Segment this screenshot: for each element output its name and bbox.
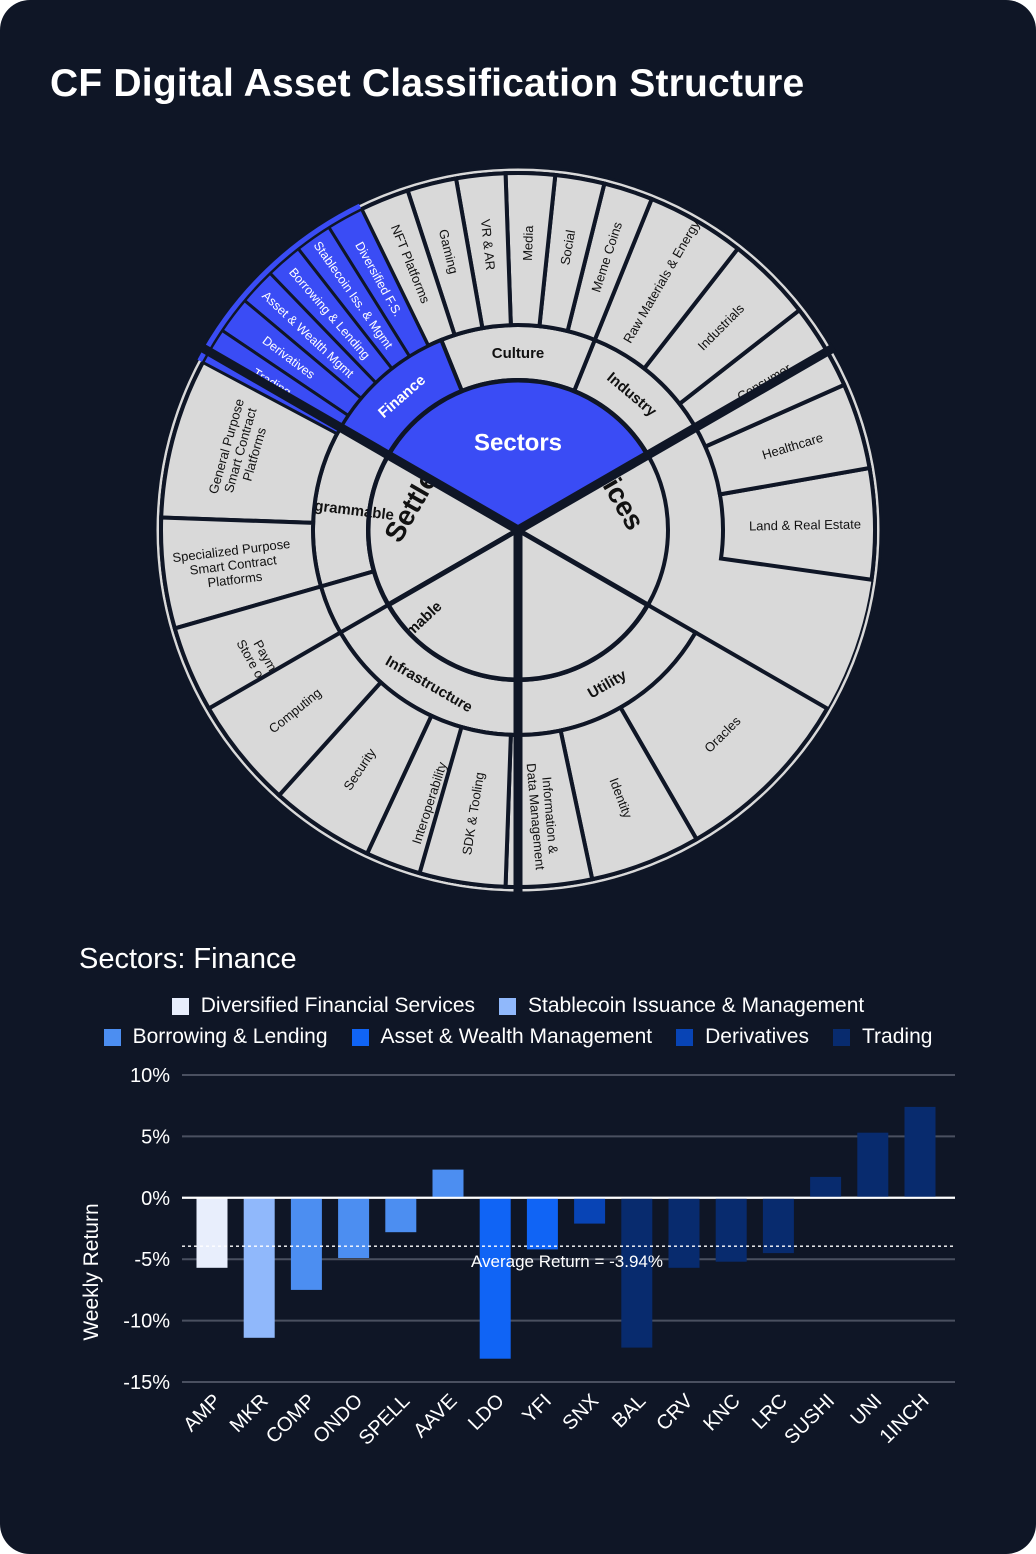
x-tick-label: LDO <box>464 1390 509 1435</box>
classification-wheel: SettlementServicesProgrammableGeneral Pu… <box>153 165 883 895</box>
divider-sectors-services <box>515 343 837 534</box>
subsector-stablecoin-iss-and-mgmt <box>296 225 412 371</box>
main-title: CF Digital Asset Classification Structur… <box>50 62 805 105</box>
legend-item: Asset & Wealth Management <box>351 1025 653 1049</box>
y-tick-label: -10% <box>123 1311 170 1333</box>
subsector-derivatives <box>219 298 364 418</box>
chart-title: Sectors: Finance <box>79 943 297 975</box>
legend-item: Stablecoin Issuance & Management <box>499 994 864 1018</box>
x-tick-label: COMP <box>262 1390 320 1448</box>
subsector-label: Social <box>557 229 578 267</box>
bar-sushi <box>810 1176 842 1198</box>
subsector-gaming <box>405 176 485 338</box>
x-tick-label: YFI <box>518 1390 556 1428</box>
subsector-label: Land & Real Estate <box>749 517 861 534</box>
subsector-oracles <box>617 629 830 842</box>
subsector-diversified-f-s <box>326 207 431 359</box>
x-tick-label: MKR <box>226 1390 273 1437</box>
x-tick-label: AMP <box>179 1390 225 1436</box>
bar-lrc <box>762 1197 794 1254</box>
subsector-vr-and-ar <box>453 171 513 331</box>
legend-row-2: Borrowing & Lending Asset & Wealth Manag… <box>0 1025 1036 1049</box>
subsector-social <box>537 172 607 334</box>
legend-item: Trading <box>833 1025 932 1049</box>
sector-label-culture: Culture <box>492 345 545 362</box>
legend-label: Trading <box>862 1025 933 1048</box>
subsector-meme-coins <box>565 181 655 343</box>
bar-bal <box>621 1197 653 1348</box>
bar-aave <box>432 1169 464 1198</box>
divider-settlement-sectors <box>199 343 521 534</box>
x-tick-label: SPELL <box>355 1390 415 1450</box>
bar-spell <box>385 1197 417 1233</box>
average-label: Average Return = -3.94% <box>471 1252 663 1271</box>
x-tick-label: BAL <box>608 1390 650 1432</box>
subsector-label: Media <box>520 224 536 261</box>
y-tick-label: -15% <box>123 1372 170 1394</box>
subsector-land-and-real-estate <box>717 465 877 582</box>
y-axis-label: Weekly Return <box>80 1203 103 1340</box>
legend-swatch <box>676 1028 694 1046</box>
x-tick-label: 1INCH <box>876 1390 934 1448</box>
legend-swatch <box>833 1028 850 1046</box>
legend-label: Asset & Wealth Management <box>380 1025 653 1048</box>
legend-swatch <box>499 997 517 1015</box>
legend-swatch <box>171 997 189 1015</box>
bar-ondo <box>338 1197 370 1258</box>
subsector-media <box>503 171 558 329</box>
subsector-raw-materials-and-energy <box>592 196 741 372</box>
legend-item: Derivatives <box>676 1025 809 1049</box>
legend-item: Diversified Financial Services <box>171 994 476 1018</box>
bar-yfi <box>526 1197 558 1250</box>
bar-snx <box>574 1197 606 1224</box>
y-tick-label: -5% <box>134 1249 170 1271</box>
legend-label: Borrowing & Lending <box>132 1025 328 1048</box>
x-tick-label: LRC <box>748 1390 792 1434</box>
center-ring <box>366 378 670 682</box>
legend-item: Borrowing & Lending <box>103 1025 328 1049</box>
bar-comp <box>290 1197 322 1290</box>
x-tick-label: ONDO <box>309 1390 367 1448</box>
category-label-sectors: Sectors <box>474 429 562 456</box>
bar-uni <box>857 1132 889 1198</box>
bar-knc <box>715 1197 747 1262</box>
subsector-specialized-purpose-smart-contract-platforms <box>159 515 324 631</box>
y-tick-label: 5% <box>141 1126 170 1148</box>
x-tick-label: KNC <box>699 1390 744 1435</box>
x-tick-label: UNI <box>846 1390 886 1430</box>
x-tick-label: CRV <box>652 1390 698 1436</box>
legend-swatch <box>103 1028 121 1046</box>
subsector-sdk-and-tooling <box>417 724 513 889</box>
subsector-asset-and-wealth-mgmt <box>242 271 378 401</box>
legend-label: Derivatives <box>705 1025 809 1048</box>
legend-row-1: Diversified Financial Services Stablecoi… <box>0 994 1036 1018</box>
y-tick-label: 0% <box>141 1188 170 1210</box>
bar-crv <box>668 1197 700 1268</box>
subsector-industrials <box>641 245 803 407</box>
legend-swatch <box>351 1028 369 1046</box>
legend-label: Diversified Financial Services <box>200 994 476 1017</box>
bar-mkr <box>243 1197 275 1338</box>
subsector-healthcare <box>702 382 872 497</box>
subsector-borrowing-and-lending <box>267 246 394 385</box>
bar-ldo <box>479 1197 511 1359</box>
x-tick-label: SUSHI <box>780 1390 839 1449</box>
y-tick-label: 10% <box>130 1065 170 1087</box>
bar-amp <box>196 1197 228 1268</box>
x-tick-label: SNX <box>558 1390 603 1435</box>
bar-1inch <box>904 1106 936 1198</box>
legend-label: Stablecoin Issuance & Management <box>528 994 865 1017</box>
x-tick-label: AAVE <box>409 1390 461 1442</box>
subsector-computing <box>206 629 384 799</box>
subsector-label: VR & AR <box>478 218 498 271</box>
